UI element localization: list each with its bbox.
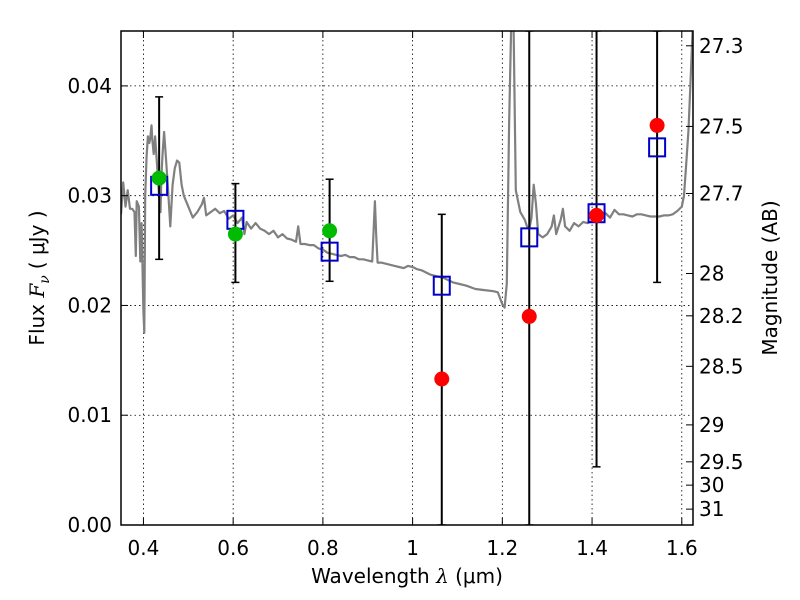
red-flux-point [589, 207, 605, 223]
x-axis-label-symbol: λ [435, 564, 449, 588]
y2-tick-label: 31 [699, 497, 724, 521]
y2-tick-label: 30 [699, 473, 724, 497]
green-flux-point [151, 170, 167, 186]
y2-tick-label: 28.2 [699, 304, 744, 328]
y-axis-label-text: Flux [25, 304, 49, 346]
model-flux-box [432, 275, 451, 296]
y-tick-label: 0.03 [67, 184, 112, 208]
ticks: 0.4 0.6 0.8 1 1.2 1.4 1.6 0.00 0.01 0.02 0.03 0.04 2… [67, 31, 744, 560]
y-axis-label-symbol: F [25, 283, 49, 299]
y-tick-label: 0.04 [67, 74, 112, 98]
y2-tick-label: 28 [699, 262, 724, 286]
x-axis-label-units: (μm) [455, 564, 503, 588]
y-axis-label-subscript: ν [37, 275, 53, 284]
x-tick-label: 1.4 [576, 536, 608, 560]
y2-tick-label: 27.5 [699, 114, 744, 138]
y2-tick-label: 28.5 [699, 354, 744, 378]
x-tick-label: 0.4 [128, 536, 160, 560]
y-tick-label: 0.01 [67, 403, 112, 427]
model-flux-box [320, 241, 339, 262]
green-flux-point [227, 226, 243, 242]
y2-axis-label: Magnitude (AB) [758, 200, 782, 355]
y-axis-label: Flux Fν ( μJy ) [25, 210, 53, 345]
green-flux-point [322, 223, 338, 239]
y2-tick-label: 29 [699, 413, 724, 437]
x-tick-label: 1.6 [666, 536, 698, 560]
y2-tick-label: 27.3 [699, 34, 744, 58]
y2-tick-label: 29.5 [699, 450, 744, 474]
y-tick-label: 0.00 [67, 513, 112, 537]
observed-point-layer [151, 117, 665, 387]
x-tick-label: 1 [406, 536, 419, 560]
x-tick-label: 0.6 [217, 536, 249, 560]
x-axis-label-text: Wavelength [311, 564, 430, 588]
x-axis-label: Wavelength λ (μm) [311, 564, 503, 588]
x-tick-label: 0.8 [307, 536, 339, 560]
plot-area [121, 31, 693, 525]
red-flux-point [434, 371, 450, 387]
y-axis-label-units: ( μJy ) [25, 210, 49, 269]
template-sed-line [121, 31, 693, 334]
y-tick-label: 0.02 [67, 293, 112, 317]
model-flux-box [648, 137, 667, 158]
plot-frame [120, 30, 694, 526]
model-flux-box [520, 227, 539, 248]
x-tick-label: 1.2 [486, 536, 518, 560]
red-flux-point [521, 308, 537, 324]
y2-tick-label: 27.7 [699, 181, 744, 205]
red-flux-point [649, 117, 665, 133]
template-layer [121, 31, 693, 334]
